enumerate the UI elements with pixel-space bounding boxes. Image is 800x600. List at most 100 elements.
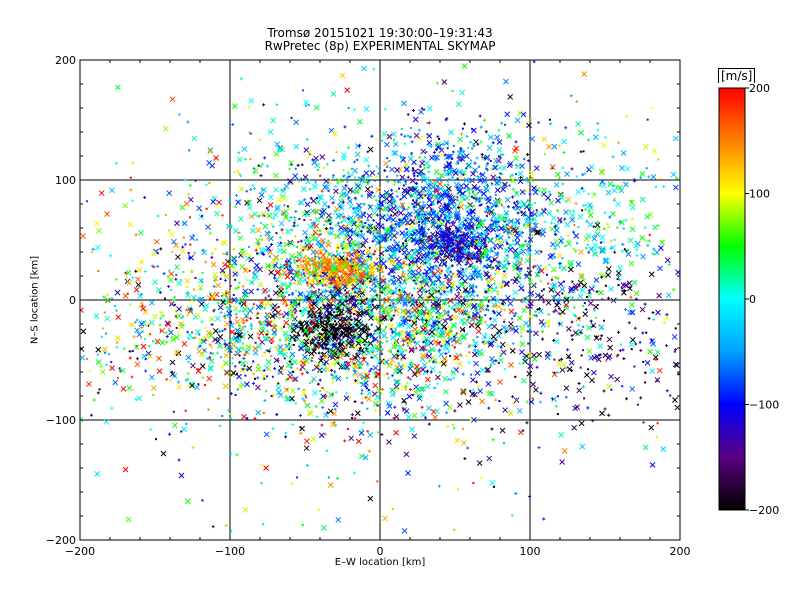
data-point-x — [415, 229, 422, 236]
data-point-x — [198, 301, 205, 307]
data-point-dot — [103, 311, 106, 314]
data-point-x — [443, 201, 450, 208]
data-point-dot — [353, 176, 356, 179]
data-point-dot — [496, 290, 499, 293]
data-point-dot — [523, 243, 526, 246]
data-point-plus — [457, 245, 461, 249]
data-point-plus — [425, 231, 429, 235]
data-point-dot — [368, 306, 371, 309]
data-point-dot — [307, 103, 310, 106]
data-point-dot — [378, 368, 381, 371]
data-point-plus — [377, 171, 381, 175]
data-point-x — [162, 125, 169, 132]
data-point-dot — [342, 169, 345, 172]
data-point-plus — [476, 385, 480, 389]
data-point-plus — [388, 303, 392, 307]
data-point-dot — [421, 256, 424, 259]
data-point-dot — [412, 229, 415, 232]
data-point-plus — [562, 151, 566, 155]
data-point-plus — [523, 239, 527, 243]
data-point-plus — [525, 177, 529, 181]
data-point-dot — [330, 373, 333, 376]
data-point-plus — [309, 196, 313, 200]
data-point-x — [190, 294, 197, 301]
data-point-x — [138, 229, 144, 236]
data-point-dot — [401, 205, 404, 208]
data-point-dot — [446, 195, 449, 198]
data-point-x — [270, 257, 277, 264]
data-point-x — [260, 187, 267, 193]
data-point-dot — [285, 343, 288, 346]
data-point-x — [547, 254, 554, 260]
data-point-x — [493, 157, 499, 164]
data-point-x — [628, 260, 635, 267]
data-point-plus — [380, 256, 384, 260]
data-point-dot — [388, 159, 391, 162]
data-point-plus — [580, 186, 584, 190]
data-point-plus — [533, 221, 537, 225]
data-point-plus — [608, 215, 612, 219]
data-point-plus — [464, 263, 468, 267]
data-point-dot — [496, 293, 499, 296]
data-point-plus — [496, 344, 500, 348]
data-point-dot — [250, 323, 253, 326]
data-point-plus — [498, 351, 502, 355]
data-point-dot — [275, 280, 278, 283]
data-point-x — [112, 379, 119, 386]
data-point-dot — [152, 393, 155, 396]
data-point-x — [167, 329, 174, 336]
data-point-plus — [392, 251, 396, 255]
data-point-dot — [510, 278, 513, 281]
data-point-dot — [357, 290, 360, 293]
data-point-plus — [263, 350, 267, 354]
data-point-x — [421, 362, 428, 369]
data-point-dot — [575, 175, 578, 178]
data-point-plus — [272, 276, 276, 280]
data-point-x — [405, 250, 412, 256]
data-point-plus — [346, 146, 350, 150]
data-point-x — [529, 135, 536, 142]
data-point-x — [654, 349, 661, 356]
data-point-x — [389, 357, 396, 364]
data-point-dot — [302, 89, 305, 92]
data-point-dot — [376, 299, 379, 302]
data-point-x — [156, 368, 163, 375]
data-point-plus — [418, 234, 422, 238]
data-point-dot — [576, 242, 579, 245]
data-point-x — [443, 170, 450, 177]
data-point-x — [303, 99, 309, 106]
data-point-plus — [475, 294, 479, 298]
data-point-plus — [443, 273, 447, 277]
data-point-x — [168, 277, 174, 283]
data-point-x — [386, 439, 392, 445]
data-point-plus — [465, 134, 469, 138]
data-point-plus — [156, 264, 160, 268]
data-point-x — [253, 266, 259, 273]
data-point-dot — [449, 338, 452, 341]
data-point-x — [476, 247, 483, 253]
data-point-plus — [347, 175, 351, 179]
data-point-x — [300, 308, 306, 315]
data-point-dot — [415, 198, 418, 201]
data-point-dot — [268, 255, 271, 258]
data-point-plus — [256, 311, 260, 315]
data-point-plus — [383, 228, 387, 232]
data-point-x — [175, 254, 181, 260]
data-point-plus — [188, 183, 192, 187]
data-point-dot — [366, 181, 369, 184]
data-point-dot — [401, 318, 404, 321]
data-point-dot — [439, 361, 442, 364]
data-point-dot — [170, 370, 173, 373]
data-point-plus — [574, 202, 578, 206]
data-point-x — [357, 232, 364, 239]
data-point-plus — [429, 144, 433, 148]
data-point-dot — [347, 281, 350, 284]
data-point-x — [120, 386, 127, 392]
data-point-dot — [423, 230, 426, 233]
data-point-x — [357, 240, 364, 247]
data-point-dot — [296, 259, 299, 262]
data-point-dot — [316, 415, 319, 418]
data-point-x — [174, 264, 180, 270]
data-point-x — [471, 127, 477, 134]
data-point-plus — [406, 175, 410, 179]
